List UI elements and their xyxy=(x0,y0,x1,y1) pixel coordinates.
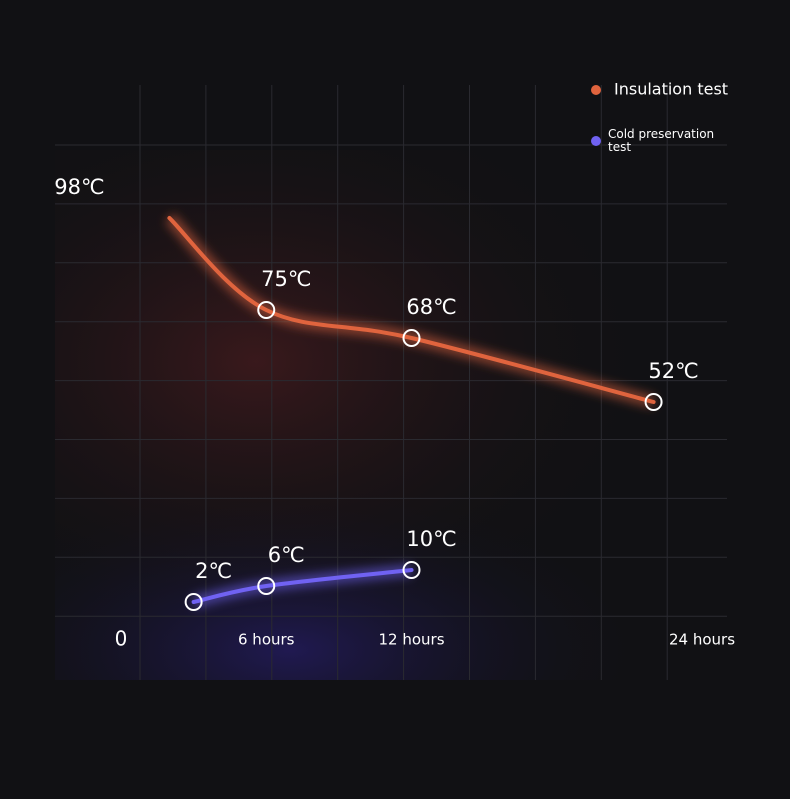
value-label: 10℃ xyxy=(406,527,456,551)
point-marker xyxy=(644,393,663,411)
cool-glow xyxy=(55,380,725,680)
series-line xyxy=(167,216,656,404)
value-label: 2℃ xyxy=(195,559,232,583)
value-label: 6℃ xyxy=(268,543,305,567)
value-label: 52℃ xyxy=(648,359,698,383)
value-label: 98℃ xyxy=(54,175,104,199)
series-line xyxy=(191,568,414,604)
legend-swatch xyxy=(591,85,601,95)
value-label: 68℃ xyxy=(406,295,456,319)
legend: Insulation test Cold preservation test xyxy=(591,80,728,154)
x-tick-label: 0 xyxy=(115,627,128,651)
point-marker xyxy=(402,561,421,579)
value-label: 75℃ xyxy=(261,267,311,291)
legend-label: Insulation test xyxy=(614,80,728,99)
legend-label-box: Cold preservation test xyxy=(608,128,715,154)
point-marker xyxy=(257,577,276,595)
legend-swatch xyxy=(591,136,601,146)
plot: 0 6 hours 12 hours 24 hours 98℃ 75℃ 68℃ 52℃ 2℃ 6℃… xyxy=(54,175,735,651)
point-marker xyxy=(184,593,203,611)
legend-label: Cold preservation test xyxy=(608,128,715,154)
point-marker xyxy=(257,301,276,319)
x-tick-label: 6 hours xyxy=(238,631,295,649)
x-tick-label: 12 hours xyxy=(378,631,444,649)
point-marker xyxy=(402,329,421,347)
x-tick-label: 24 hours xyxy=(669,631,735,649)
